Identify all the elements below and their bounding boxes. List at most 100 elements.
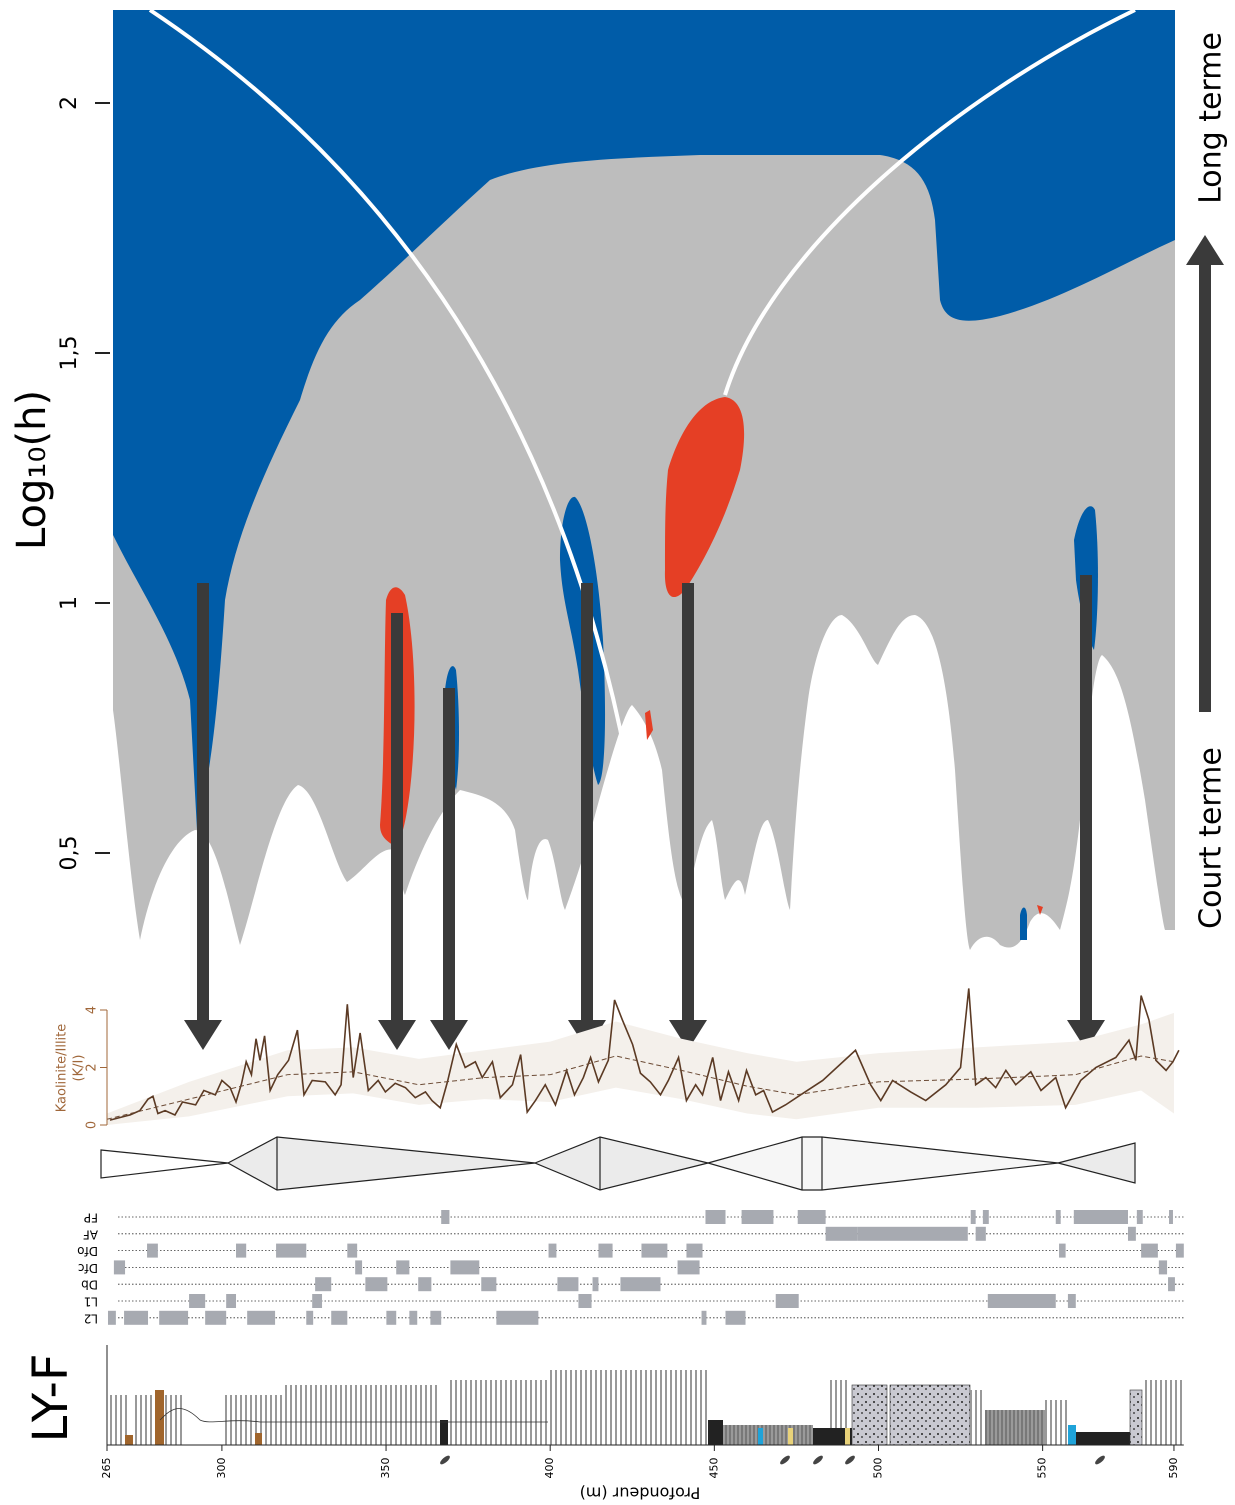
sequence: [100, 1149, 229, 1179]
litho-bed: [828, 1380, 850, 1428]
scale-arrow: [1186, 235, 1224, 712]
litho-bed: [108, 1395, 128, 1445]
facies-interval: [1141, 1243, 1158, 1258]
litho-bed: [788, 1428, 793, 1445]
litho-bed: [708, 1420, 723, 1445]
facies-interval: [147, 1243, 158, 1258]
y-axis-label: Kaolinite/Illite: [55, 1024, 70, 1113]
lithology-log: [108, 1370, 1183, 1465]
litho-bed: [448, 1380, 548, 1445]
facies-interval: [331, 1310, 348, 1325]
y-tick-label: 2: [57, 96, 82, 110]
envelope: [107, 1012, 1174, 1125]
facies-interval: [677, 1260, 700, 1275]
sequence: [705, 1136, 1059, 1191]
facies-interval: [1168, 1277, 1175, 1292]
facies-interval: [247, 1310, 276, 1325]
facies-interval: [987, 1294, 1056, 1308]
facies-interval: [1127, 1226, 1136, 1241]
facies-interval: [797, 1210, 826, 1224]
litho-bed: [845, 1428, 850, 1445]
litho-bed: [970, 1390, 985, 1445]
y-tick-label: 1,5: [57, 336, 82, 371]
row-label: FP: [84, 1211, 98, 1225]
arrow: [1067, 575, 1105, 1050]
row-label: Dfc: [78, 1261, 98, 1275]
leaf: [1095, 1455, 1105, 1465]
facies-interval: [1055, 1210, 1061, 1224]
litho-bed: [255, 1433, 262, 1445]
facies-interval: [496, 1310, 539, 1325]
series-line: [106, 1055, 1175, 1120]
facies-interval: [236, 1243, 247, 1258]
annotation: Long terme: [1194, 32, 1229, 204]
litho-bed: [1129, 1389, 1143, 1446]
y-tick-label: 0,5: [57, 836, 82, 871]
facies-interval: [189, 1294, 206, 1308]
facies-interval: [620, 1277, 661, 1292]
arrow: [430, 688, 468, 1050]
wavelet-panel: [113, 8, 1175, 1000]
facies-interval: [205, 1310, 227, 1325]
facies-interval: [159, 1310, 189, 1325]
litho-bed: [440, 1420, 448, 1445]
facies-interval: [557, 1277, 579, 1292]
facies-interval: [226, 1294, 237, 1308]
sequence: [226, 1136, 536, 1191]
facies-interval: [548, 1243, 557, 1258]
litho-bed: [851, 1384, 888, 1446]
facies-interval: [124, 1310, 149, 1325]
facies-interval: [686, 1243, 703, 1258]
facies-interval: [441, 1210, 450, 1224]
facies-interval: [725, 1310, 746, 1325]
row-label: Db: [81, 1278, 98, 1292]
facies-interval: [825, 1226, 858, 1241]
leaf: [780, 1455, 790, 1465]
facies-interval: [1136, 1210, 1143, 1224]
spectrum-white: [113, 615, 1175, 1000]
x-tick-label: 265: [100, 1458, 113, 1479]
litho-bed: [1076, 1432, 1131, 1445]
litho-bed: [758, 1428, 763, 1445]
leaf: [440, 1455, 450, 1465]
facies-interval: [276, 1243, 307, 1258]
facies-interval: [1175, 1243, 1184, 1258]
facies-interval: [705, 1210, 726, 1224]
sequence: [1055, 1142, 1136, 1184]
facies-interval: [312, 1294, 323, 1308]
facies-interval: [418, 1277, 432, 1292]
litho-bed: [813, 1428, 853, 1445]
x-tick-label: 500: [871, 1458, 884, 1479]
facies-interval: [641, 1243, 668, 1258]
facies-interval: [355, 1260, 363, 1275]
x-tick-label: 450: [707, 1458, 720, 1479]
blob-blue: [1020, 907, 1027, 940]
row-label: L2: [84, 1311, 98, 1325]
row-label: AF: [83, 1227, 98, 1241]
facies-interval: [1158, 1260, 1168, 1275]
litho-bed: [285, 1385, 440, 1445]
facies-interval: [1067, 1294, 1076, 1308]
arrow: [184, 583, 222, 1050]
facies-interval: [975, 1226, 986, 1241]
facies-interval: [775, 1294, 799, 1308]
y-tick-label: 1: [57, 596, 82, 610]
facies-interval: [107, 1310, 116, 1325]
facies-interval: [306, 1310, 314, 1325]
arrow: [669, 583, 707, 1050]
leaf: [845, 1455, 855, 1465]
facies-interval: [970, 1210, 976, 1224]
arrows: [184, 235, 1224, 1050]
facies-interval: [1073, 1210, 1128, 1224]
facies-interval: [598, 1243, 613, 1258]
litho-bed: [1045, 1400, 1070, 1445]
log-title: LY-F: [23, 1354, 79, 1443]
grain-size-curve: [159, 1408, 548, 1423]
facies-interval: [592, 1277, 599, 1292]
litho-bed: [125, 1435, 133, 1445]
facies-interval: [113, 1260, 126, 1275]
y-axis-label: (K/I): [72, 1055, 87, 1082]
x-tick-label: 550: [1036, 1458, 1049, 1479]
series-line: [109, 988, 1180, 1121]
litho-bed: [723, 1425, 813, 1445]
